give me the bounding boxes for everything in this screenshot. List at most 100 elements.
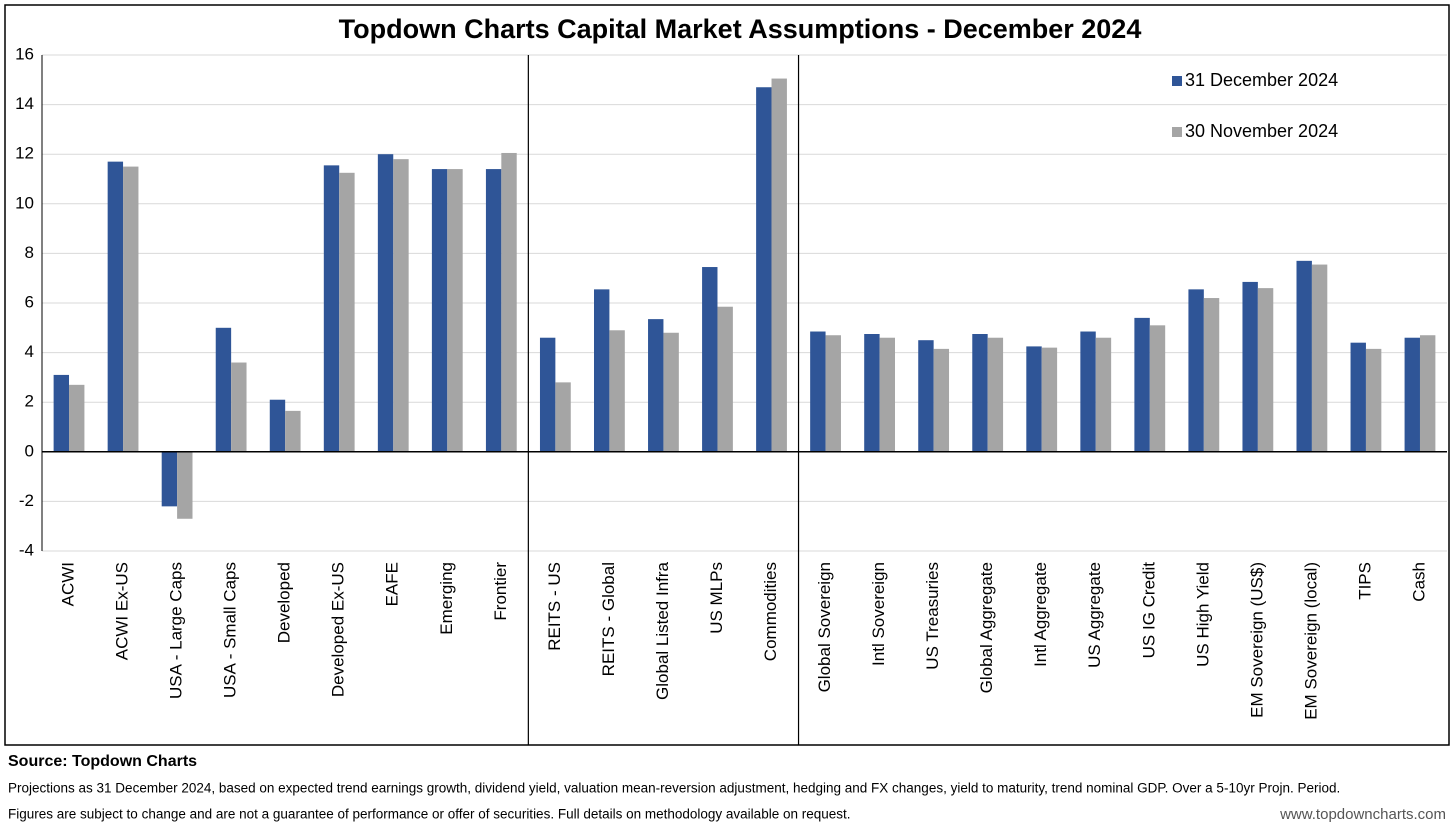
bar — [393, 159, 409, 452]
x-tick-label: Developed — [275, 562, 294, 643]
bar — [972, 334, 988, 452]
y-tick-label: -2 — [19, 491, 34, 510]
y-tick-label: 0 — [25, 441, 34, 460]
y-tick-label: 14 — [15, 94, 34, 113]
bar — [69, 384, 85, 452]
note: Figures are subject to change and are no… — [8, 807, 851, 822]
x-tick-label: Global Listed Infra — [653, 561, 672, 700]
x-tick-label: EAFE — [383, 562, 402, 606]
y-tick-label: 10 — [15, 193, 34, 212]
bar — [1026, 346, 1042, 452]
bar — [323, 165, 340, 452]
bar — [161, 451, 178, 507]
source: Source: Topdown Charts — [8, 753, 197, 770]
y-tick-label: 6 — [25, 292, 34, 311]
bar — [771, 78, 787, 452]
x-tick-label: USA - Small Caps — [221, 562, 240, 698]
x-tick-label: EM Sovereign (local) — [1301, 562, 1320, 720]
bar — [1350, 342, 1366, 452]
x-tick-label: ACWI — [59, 562, 78, 606]
x-tick-label: Cash — [1409, 562, 1428, 602]
x-tick-label: USA - Large Caps — [167, 562, 186, 699]
bar — [756, 87, 772, 452]
x-tick-label: US Aggregate — [1085, 562, 1104, 668]
x-tick-label: Intl Sovereign — [869, 562, 888, 666]
bar — [123, 166, 139, 452]
bar — [810, 331, 826, 452]
legend-swatch — [1172, 76, 1182, 86]
bar — [215, 327, 232, 452]
y-tick-label: 16 — [15, 44, 34, 63]
bar — [177, 451, 193, 519]
x-tick-label: US MLPs — [707, 562, 726, 634]
bar — [702, 267, 718, 452]
x-tick-label: US Treasuries — [923, 562, 942, 670]
bar — [1203, 298, 1220, 452]
bar — [594, 289, 610, 452]
bar — [879, 337, 895, 452]
x-tick-label: Emerging — [437, 562, 456, 635]
bar — [1311, 264, 1328, 452]
x-tick-label: Intl Aggregate — [1031, 562, 1050, 667]
bar — [377, 154, 394, 452]
note: Projections as 31 December 2024, based o… — [8, 781, 1340, 796]
y-tick-label: 2 — [25, 392, 34, 411]
bar — [663, 332, 679, 452]
bar — [53, 374, 70, 452]
bar — [285, 410, 301, 452]
bar — [1188, 289, 1204, 452]
x-tick-label: Global Aggregate — [977, 562, 996, 693]
x-tick-label: Developed Ex-US — [329, 562, 348, 697]
y-tick-label: 12 — [15, 144, 34, 163]
bar — [1242, 281, 1258, 452]
x-tick-label: EM Sovereign (US$) — [1247, 562, 1266, 718]
y-tick-label: -4 — [19, 540, 34, 559]
x-tick-label: US High Yield — [1193, 562, 1212, 667]
bar — [987, 337, 1004, 452]
x-tick-label: TIPS — [1355, 562, 1374, 600]
bar — [485, 169, 502, 452]
chart-title: Topdown Charts Capital Market Assumption… — [339, 14, 1142, 44]
bar — [1296, 260, 1312, 452]
bar — [933, 348, 950, 452]
bar — [231, 362, 247, 452]
bar — [609, 330, 625, 452]
y-tick-label: 4 — [25, 342, 34, 361]
bar — [107, 161, 124, 452]
website: www.topdowncharts.com — [1279, 806, 1446, 823]
bar — [1419, 335, 1436, 452]
x-tick-label: Global Sovereign — [815, 562, 834, 692]
x-tick-label: Commodities — [761, 562, 780, 661]
bar — [1041, 347, 1058, 452]
bar — [717, 306, 733, 452]
x-tick-label: ACWI Ex-US — [113, 562, 132, 660]
bar — [1095, 337, 1112, 452]
bar — [269, 399, 286, 452]
x-tick-label: REITS - US — [545, 562, 564, 651]
legend-label: 31 December 2024 — [1185, 70, 1338, 90]
bar — [864, 334, 880, 452]
bar — [501, 152, 517, 452]
chart-frame — [4, 4, 1450, 746]
x-tick-label: REITS - Global — [599, 562, 618, 676]
bar — [1404, 337, 1420, 452]
bar — [339, 172, 355, 452]
x-tick-label: Frontier — [491, 562, 510, 621]
bar — [1365, 348, 1382, 452]
bar — [1080, 331, 1096, 452]
legend-label: 30 November 2024 — [1185, 121, 1338, 141]
bar — [555, 382, 571, 452]
bar — [539, 337, 556, 452]
bar — [825, 335, 841, 452]
bar — [648, 319, 664, 452]
y-tick-label: 8 — [25, 243, 34, 262]
bar — [1134, 317, 1150, 452]
bar — [447, 169, 463, 452]
bar — [1257, 288, 1274, 452]
x-tick-label: US IG Credit — [1139, 562, 1158, 659]
bar — [1149, 325, 1166, 452]
bar — [918, 340, 934, 452]
legend-swatch — [1172, 127, 1182, 137]
bar — [431, 169, 448, 452]
